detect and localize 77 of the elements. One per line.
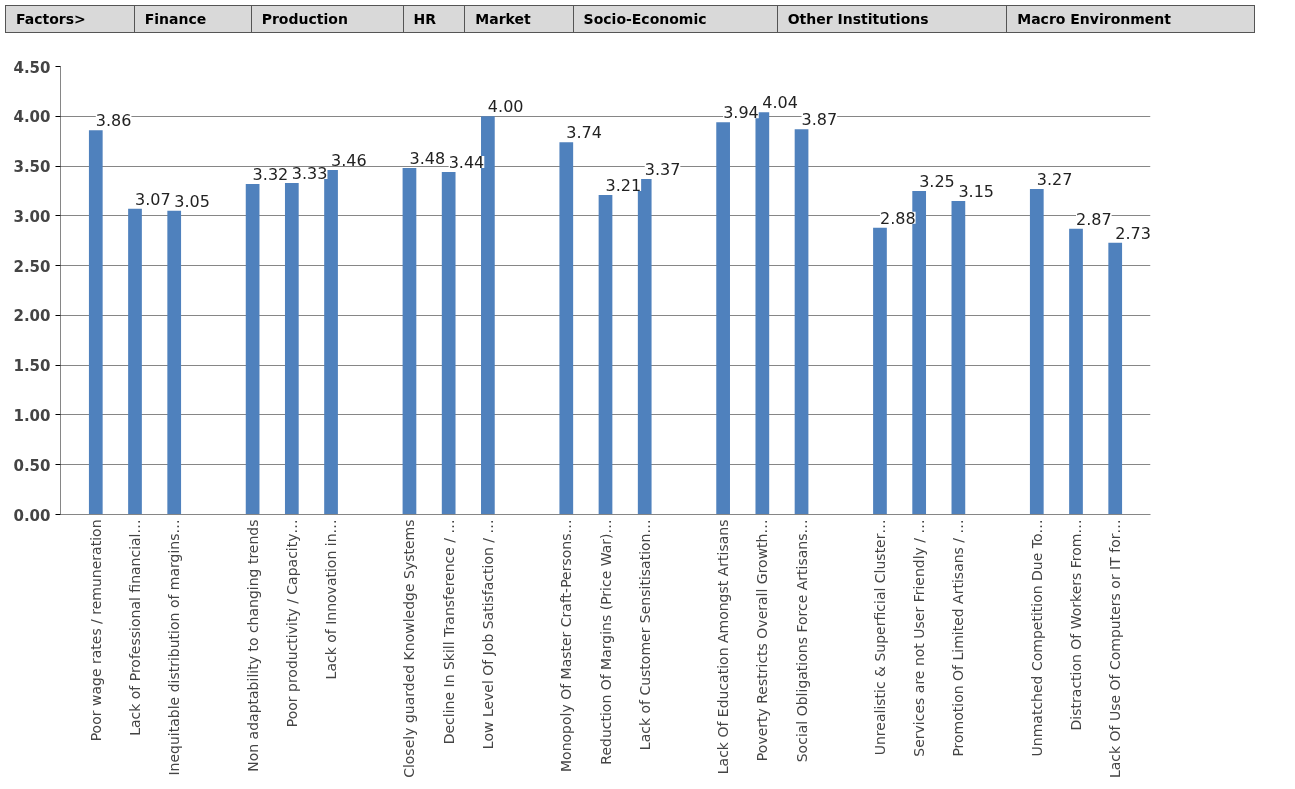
bar [716, 122, 730, 515]
y-tick-label: 1.00 [13, 406, 51, 425]
x-tick-label: Lack of Customer Sensitisation… [636, 519, 653, 751]
x-tick-label: Reduction Of Margins (Price War)… [597, 519, 614, 765]
x-tick-label: Monopoly Of Master Craft-Persons… [558, 519, 575, 772]
bar [402, 168, 417, 515]
x-tick-label: Decline In Skill Transference / … [440, 519, 457, 745]
data-label: 3.37 [644, 160, 681, 179]
bar [598, 194, 613, 515]
x-tick-label: Low Level Of Job Satisfaction / … [479, 519, 496, 750]
bar [284, 182, 299, 515]
y-tick-label: 4.00 [13, 108, 51, 127]
text: Production [251, 5, 404, 33]
data-label: 3.86 [95, 111, 132, 131]
x-tick-label: Lack Of Use Of Computers or IT for… [1107, 519, 1124, 779]
text: Socio-Economic [573, 5, 778, 33]
x-tick-label: Closely guarded Knowledge Systems [401, 519, 418, 778]
data-label: 2.88 [879, 208, 916, 228]
data-label: 3.87 [801, 110, 838, 130]
x-tick-label: Promotion Of Limited Artisans / … [950, 519, 967, 757]
x-tick-label: Unrealistic & Superficial Cluster… [871, 519, 888, 756]
y-tick-label: 3.00 [13, 207, 51, 226]
x-tick-label: Unmatched Competition Due To… [1028, 519, 1045, 757]
x-tick-label: Inequitable distribution of margins… [166, 519, 183, 776]
bar [1029, 188, 1044, 515]
data-label: 3.05 [174, 191, 210, 211]
text: Macro Environment [1006, 5, 1255, 33]
bar [559, 142, 574, 515]
text: Finance [134, 5, 252, 33]
text: HR [403, 5, 465, 33]
y-tick-label: 2.50 [13, 257, 51, 276]
data-label: 3.07 [135, 189, 171, 209]
data-label: 3.44 [448, 153, 485, 173]
data-label: 2.87 [1076, 209, 1112, 229]
bar [88, 130, 103, 515]
bar [245, 183, 260, 515]
data-label: 3.32 [252, 164, 289, 184]
y-tick-label: 0.00 [13, 506, 51, 525]
bar [794, 129, 809, 515]
data-label: 3.25 [919, 171, 955, 191]
x-tick-label: Poor wage rates / remuneration [87, 519, 104, 742]
x-tick-label: Lack Of Education Amongst Artisans [715, 519, 732, 775]
data-label: 3.27 [1036, 169, 1073, 189]
x-tick-label: Social Obligations Force Artisans… [793, 519, 810, 763]
data-label: 4.00 [487, 97, 524, 117]
bar [1069, 228, 1083, 515]
text: Factors> [5, 5, 135, 33]
text: Other Institutions [777, 5, 1007, 33]
data-label: 3.74 [566, 123, 602, 143]
y-tick-label: 4.50 [13, 58, 51, 77]
bar [1108, 242, 1123, 515]
bar [873, 227, 887, 515]
x-tick-label: Lack of Innovation in… [323, 519, 340, 680]
y-tick-label: 1.50 [13, 357, 51, 376]
y-tick-label: 2.00 [13, 307, 51, 326]
x-tick-label: Services are not User Friendly / … [911, 519, 928, 757]
x-tick-label: Poverty Restricts Overall Growth… [754, 519, 771, 762]
bar [951, 200, 966, 515]
data-label: 3.46 [331, 151, 367, 171]
x-tick-label: Non adaptability to changing trends [244, 519, 261, 772]
x-tick-label: Distraction Of Workers From… [1068, 519, 1084, 731]
data-label: 3.21 [605, 175, 642, 195]
text: Market [464, 5, 574, 33]
y-tick-label: 3.50 [13, 158, 51, 177]
data-label: 4.04 [762, 93, 798, 113]
data-label: 2.73 [1115, 223, 1151, 243]
x-tick-label: Lack of Professional financial… [127, 519, 143, 736]
data-label: 3.33 [291, 163, 328, 183]
bar [167, 210, 182, 515]
data-label: 3.48 [409, 149, 446, 169]
bar [441, 172, 456, 515]
x-tick-label: Poor productivity / Capacity… [283, 519, 300, 728]
bar [324, 170, 338, 515]
y-tick-label: 0.50 [13, 456, 51, 475]
bar [128, 208, 142, 515]
data-label: 3.15 [958, 181, 994, 201]
data-label: 3.94 [723, 103, 759, 123]
